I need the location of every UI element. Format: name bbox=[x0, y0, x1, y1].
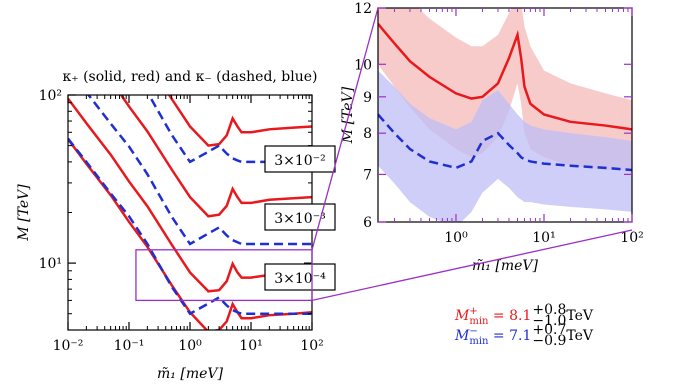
chart-title: κ₊ (solid, red) and κ₋ (dashed, blue) bbox=[62, 69, 317, 85]
error-up: +0.8 bbox=[532, 302, 566, 318]
unit: TeV bbox=[566, 328, 594, 344]
line bbox=[378, 23, 632, 131]
x-tick-label: 10⁰ bbox=[444, 230, 468, 246]
x-tick-label: 10² bbox=[620, 230, 643, 246]
y-tick-label: 8 bbox=[363, 126, 372, 142]
value: = 7.1 bbox=[488, 328, 531, 344]
annotation-box bbox=[264, 145, 336, 173]
error-down: −1.0 bbox=[532, 313, 566, 329]
error-band bbox=[378, 70, 632, 222]
superscript: + bbox=[469, 306, 477, 317]
annotation: 3×10⁻⁴ bbox=[274, 271, 326, 287]
zoom-connector bbox=[311, 7, 379, 250]
line bbox=[378, 113, 632, 172]
line bbox=[68, 97, 312, 293]
line bbox=[68, 138, 312, 330]
result-label: M− min = 7.1 bbox=[454, 326, 531, 347]
y-tick-label: 12 bbox=[354, 1, 372, 17]
y-tick-label: 6 bbox=[363, 215, 372, 231]
y-tick-label: 7 bbox=[363, 167, 372, 183]
x-tick-label: 10¹ bbox=[532, 230, 555, 246]
y-tick-label: 10¹ bbox=[39, 256, 62, 272]
y-axis-label: M [TeV] bbox=[340, 86, 356, 144]
x-axis-label: m̃₁ [meV] bbox=[157, 366, 223, 382]
symbol: M bbox=[454, 328, 470, 344]
line bbox=[68, 137, 312, 316]
y-axis-label: M [TeV] bbox=[16, 184, 32, 242]
error-up: +0.7 bbox=[532, 322, 566, 338]
result-label: M+ min = 8.1 bbox=[454, 306, 531, 327]
error-down: −0.9 bbox=[532, 333, 566, 349]
zoom-connector bbox=[311, 229, 633, 302]
zoom-box bbox=[135, 249, 313, 302]
subscript: min bbox=[469, 336, 489, 347]
x-tick-label: 10⁻¹ bbox=[114, 338, 145, 354]
annotation: 3×10⁻² bbox=[274, 153, 325, 169]
line bbox=[167, 95, 312, 147]
x-axis-label: m̃₁ [meV] bbox=[472, 258, 538, 274]
superscript: − bbox=[469, 326, 477, 337]
value: = 8.1 bbox=[488, 308, 531, 324]
subscript: min bbox=[469, 316, 489, 327]
frame bbox=[377, 7, 633, 223]
symbol: M bbox=[454, 308, 470, 324]
y-tick-label: 9 bbox=[363, 90, 372, 106]
plot-area bbox=[378, 8, 632, 222]
unit: TeV bbox=[566, 308, 594, 324]
x-tick-label: 10⁻² bbox=[53, 338, 84, 354]
line bbox=[86, 95, 312, 246]
annotation-box bbox=[264, 263, 336, 291]
annotation: 3×10⁻³ bbox=[274, 211, 325, 227]
y-tick-label: 10 bbox=[354, 57, 372, 73]
x-tick-label: 10² bbox=[300, 338, 323, 354]
y-tick-label: 10² bbox=[39, 88, 62, 104]
x-tick-label: 10⁰ bbox=[178, 338, 202, 354]
x-tick-label: 10¹ bbox=[239, 338, 262, 354]
